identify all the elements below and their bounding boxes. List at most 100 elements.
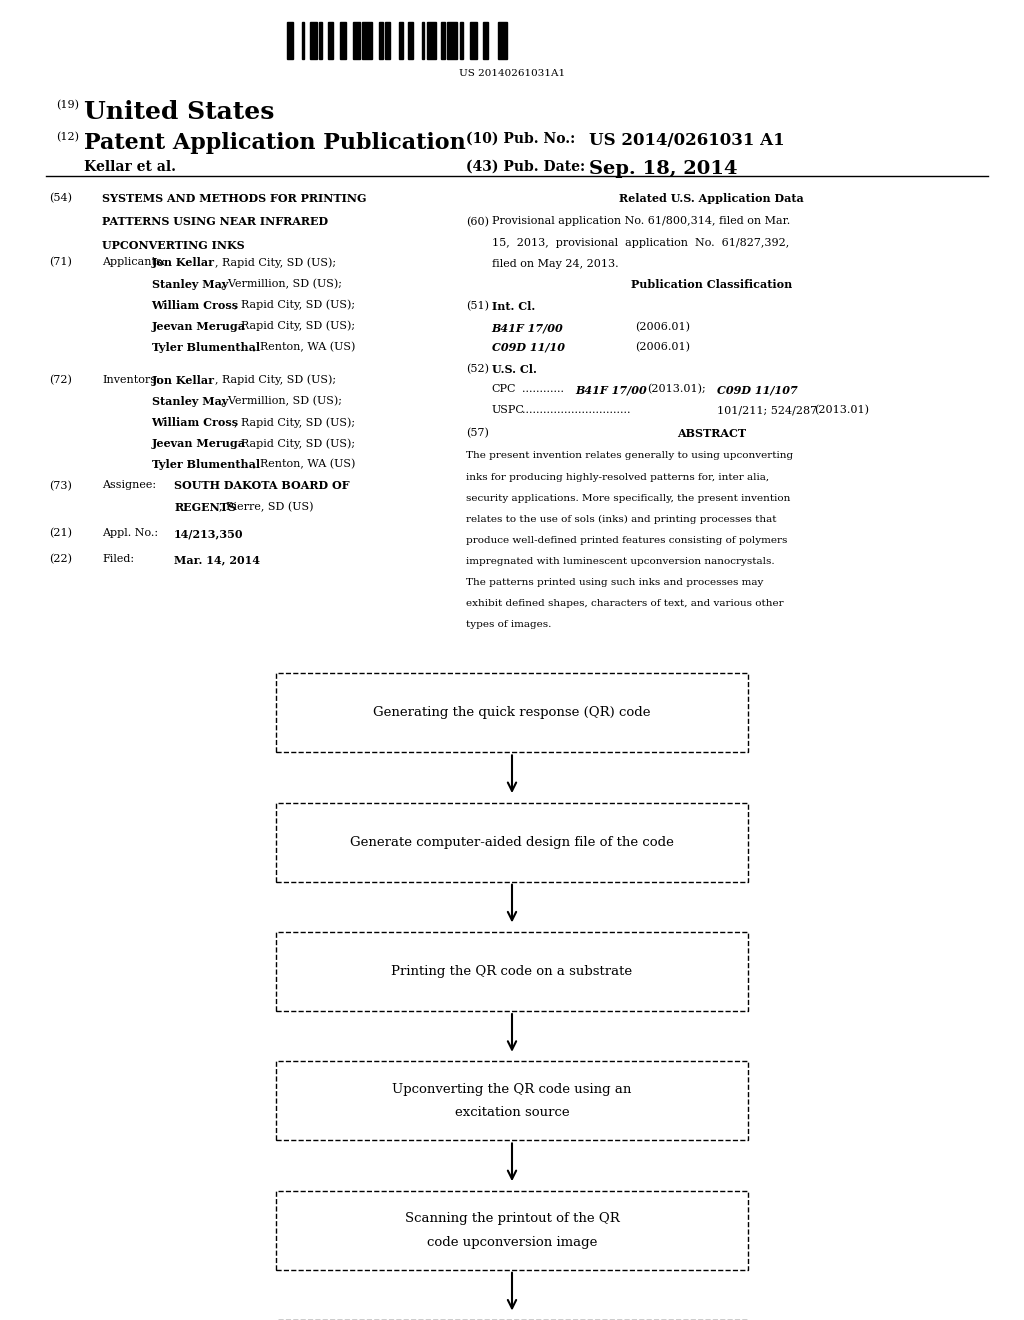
Text: , Rapid City, SD (US);: , Rapid City, SD (US); <box>215 257 336 268</box>
Text: Printing the QR code on a substrate: Printing the QR code on a substrate <box>391 965 633 978</box>
Text: 101/211; 524/287: 101/211; 524/287 <box>717 405 817 416</box>
Bar <box>362 22 372 59</box>
Text: (21): (21) <box>49 528 72 539</box>
Text: Stanley May: Stanley May <box>152 396 228 407</box>
Text: , Pierre, SD (US): , Pierre, SD (US) <box>218 502 313 512</box>
FancyBboxPatch shape <box>276 803 748 882</box>
Text: UPCONVERTING INKS: UPCONVERTING INKS <box>102 240 245 251</box>
Text: Patent Application Publication: Patent Application Publication <box>84 132 466 154</box>
Bar <box>287 22 293 59</box>
Text: The present invention relates generally to using upconverting: The present invention relates generally … <box>466 451 793 461</box>
Text: excitation source: excitation source <box>455 1106 569 1119</box>
Text: (2006.01): (2006.01) <box>635 322 690 333</box>
Text: (73): (73) <box>49 480 72 491</box>
Text: ...............................: ............................... <box>522 405 631 416</box>
Text: , Rapid City, SD (US);: , Rapid City, SD (US); <box>234 417 355 428</box>
Text: Stanley May: Stanley May <box>152 279 228 289</box>
Text: Generating the quick response (QR) code: Generating the quick response (QR) code <box>374 706 650 719</box>
Text: William Cross: William Cross <box>152 417 239 428</box>
Text: (10) Pub. No.:: (10) Pub. No.: <box>466 132 575 147</box>
Text: Publication Classification: Publication Classification <box>631 279 793 289</box>
Text: Applicants:: Applicants: <box>102 257 166 268</box>
Text: Jeevan Meruga: Jeevan Meruga <box>152 438 246 449</box>
Text: impregnated with luminescent upconversion nanocrystals.: impregnated with luminescent upconversio… <box>466 557 774 566</box>
FancyBboxPatch shape <box>276 932 748 1011</box>
Text: , Renton, WA (US): , Renton, WA (US) <box>253 459 355 470</box>
Text: , Rapid City, SD (US);: , Rapid City, SD (US); <box>234 300 355 310</box>
Text: B41F 17/00: B41F 17/00 <box>492 322 563 333</box>
Bar <box>498 22 507 59</box>
Text: produce well-defined printed features consisting of polymers: produce well-defined printed features co… <box>466 536 787 545</box>
Text: Upconverting the QR code using an: Upconverting the QR code using an <box>392 1082 632 1096</box>
Text: ............: ............ <box>522 384 564 395</box>
Text: William Cross: William Cross <box>152 300 239 310</box>
Text: SYSTEMS AND METHODS FOR PRINTING: SYSTEMS AND METHODS FOR PRINTING <box>102 193 367 203</box>
Text: 14/213,350: 14/213,350 <box>174 528 244 539</box>
Text: C09D 11/107: C09D 11/107 <box>717 384 798 395</box>
Text: (51): (51) <box>466 301 488 312</box>
Text: USPC: USPC <box>492 405 524 416</box>
Text: Tyler Blumenthal: Tyler Blumenthal <box>152 342 260 352</box>
Text: US 2014/0261031 A1: US 2014/0261031 A1 <box>589 132 784 149</box>
Bar <box>447 22 457 59</box>
Text: (2013.01): (2013.01) <box>814 405 869 416</box>
Text: Assignee:: Assignee: <box>102 480 157 491</box>
Text: Related U.S. Application Data: Related U.S. Application Data <box>620 193 804 203</box>
Bar <box>328 22 333 59</box>
Text: (60): (60) <box>466 216 488 227</box>
Text: Jeevan Meruga: Jeevan Meruga <box>152 321 246 331</box>
Text: Provisional application No. 61/800,314, filed on Mar.: Provisional application No. 61/800,314, … <box>492 216 790 227</box>
Text: Filed:: Filed: <box>102 554 134 565</box>
Bar <box>460 22 463 59</box>
Text: (43) Pub. Date:: (43) Pub. Date: <box>466 160 585 174</box>
Text: Inventors:: Inventors: <box>102 375 160 385</box>
Bar <box>427 22 436 59</box>
Bar <box>319 22 322 59</box>
Text: Tyler Blumenthal: Tyler Blumenthal <box>152 459 260 470</box>
Text: The patterns printed using such inks and processes may: The patterns printed using such inks and… <box>466 578 763 587</box>
Bar <box>310 22 317 59</box>
Text: Sep. 18, 2014: Sep. 18, 2014 <box>589 160 737 178</box>
Text: , Rapid City, SD (US);: , Rapid City, SD (US); <box>215 375 336 385</box>
Text: exhibit defined shapes, characters of text, and various other: exhibit defined shapes, characters of te… <box>466 599 783 609</box>
Bar <box>340 22 346 59</box>
Bar <box>408 22 413 59</box>
Text: Generate computer-aided design file of the code: Generate computer-aided design file of t… <box>350 836 674 849</box>
Text: REGENTS: REGENTS <box>174 502 237 512</box>
Text: code upconversion image: code upconversion image <box>427 1236 597 1249</box>
Text: (54): (54) <box>49 193 72 203</box>
Text: Scanning the printout of the QR: Scanning the printout of the QR <box>404 1212 620 1225</box>
Text: (2006.01): (2006.01) <box>635 342 690 352</box>
Text: relates to the use of sols (inks) and printing processes that: relates to the use of sols (inks) and pr… <box>466 515 776 524</box>
Text: , Vermillion, SD (US);: , Vermillion, SD (US); <box>221 396 342 407</box>
Text: B41F 17/00: B41F 17/00 <box>575 384 647 395</box>
Text: Jon Kellar: Jon Kellar <box>152 375 215 385</box>
Text: Int. Cl.: Int. Cl. <box>492 301 535 312</box>
Text: filed on May 24, 2013.: filed on May 24, 2013. <box>492 259 618 269</box>
Text: (72): (72) <box>49 375 72 385</box>
Text: U.S. Cl.: U.S. Cl. <box>492 364 537 375</box>
Text: (71): (71) <box>49 257 72 268</box>
Text: Mar. 14, 2014: Mar. 14, 2014 <box>174 554 260 565</box>
Bar <box>399 22 403 59</box>
Text: SOUTH DAKOTA BOARD OF: SOUTH DAKOTA BOARD OF <box>174 480 350 491</box>
Text: C09D 11/10: C09D 11/10 <box>492 342 564 352</box>
Text: , Rapid City, SD (US);: , Rapid City, SD (US); <box>234 321 355 331</box>
Text: (12): (12) <box>56 132 79 143</box>
Bar <box>385 22 390 59</box>
Bar <box>441 22 445 59</box>
FancyBboxPatch shape <box>276 1191 748 1270</box>
Text: (52): (52) <box>466 364 488 375</box>
Text: US 20140261031A1: US 20140261031A1 <box>459 69 565 78</box>
Text: inks for producing highly-resolved patterns for, inter alia,: inks for producing highly-resolved patte… <box>466 473 769 482</box>
FancyBboxPatch shape <box>276 673 748 752</box>
FancyBboxPatch shape <box>276 1061 748 1140</box>
Text: (57): (57) <box>466 428 488 438</box>
Text: (19): (19) <box>56 100 79 111</box>
Text: , Renton, WA (US): , Renton, WA (US) <box>253 342 355 352</box>
Text: Appl. No.:: Appl. No.: <box>102 528 159 539</box>
Bar <box>302 22 304 59</box>
Text: , Rapid City, SD (US);: , Rapid City, SD (US); <box>234 438 355 449</box>
Bar <box>353 22 360 59</box>
Text: 15,  2013,  provisional  application  No.  61/827,392,: 15, 2013, provisional application No. 61… <box>492 238 788 248</box>
